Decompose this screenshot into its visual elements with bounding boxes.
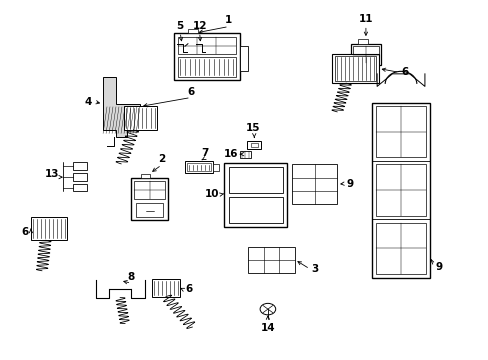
Bar <box>352 46 378 63</box>
Bar <box>184 161 213 173</box>
Bar <box>350 44 380 65</box>
Bar <box>136 203 163 217</box>
Text: 3: 3 <box>311 264 318 274</box>
Bar <box>250 143 257 147</box>
Bar <box>173 33 239 80</box>
Bar <box>188 29 198 33</box>
Text: 9: 9 <box>435 262 442 272</box>
Text: 1: 1 <box>225 15 232 25</box>
Text: 6: 6 <box>184 284 192 294</box>
Text: 5: 5 <box>176 21 183 31</box>
Bar <box>375 106 425 157</box>
Bar <box>239 150 251 158</box>
Text: 2: 2 <box>158 154 165 164</box>
Bar <box>375 165 425 216</box>
Bar <box>228 167 282 193</box>
Bar <box>73 162 87 170</box>
Bar <box>186 163 211 171</box>
Text: 13: 13 <box>44 168 59 179</box>
Text: 10: 10 <box>204 189 219 199</box>
Text: 14: 14 <box>260 324 275 333</box>
Bar <box>334 55 375 81</box>
Bar <box>371 103 429 278</box>
Bar <box>239 45 248 71</box>
Bar <box>331 54 378 83</box>
Bar <box>73 173 87 181</box>
Bar <box>248 247 294 273</box>
Bar <box>141 174 150 178</box>
Text: 15: 15 <box>245 123 260 133</box>
Text: 9: 9 <box>346 179 353 189</box>
Text: 6: 6 <box>21 227 29 237</box>
Text: 6: 6 <box>401 67 408 77</box>
Text: 6: 6 <box>187 87 194 97</box>
Polygon shape <box>103 77 140 137</box>
Text: 16: 16 <box>224 149 238 159</box>
Text: 7: 7 <box>201 148 208 158</box>
Bar <box>134 181 164 199</box>
Bar <box>177 57 235 77</box>
Bar <box>247 140 261 149</box>
Bar <box>31 217 67 240</box>
Bar <box>152 279 180 297</box>
Text: 12: 12 <box>192 21 206 31</box>
Bar <box>357 39 367 44</box>
Text: 4: 4 <box>85 97 92 107</box>
Bar <box>73 184 87 192</box>
Text: 8: 8 <box>127 272 135 282</box>
Bar <box>375 223 425 274</box>
Bar <box>224 163 287 227</box>
Bar <box>177 37 235 54</box>
Text: 11: 11 <box>358 14 372 24</box>
Bar <box>292 164 336 204</box>
Bar <box>228 197 282 223</box>
Bar <box>131 178 167 220</box>
Bar <box>123 107 157 130</box>
Bar <box>213 163 219 171</box>
